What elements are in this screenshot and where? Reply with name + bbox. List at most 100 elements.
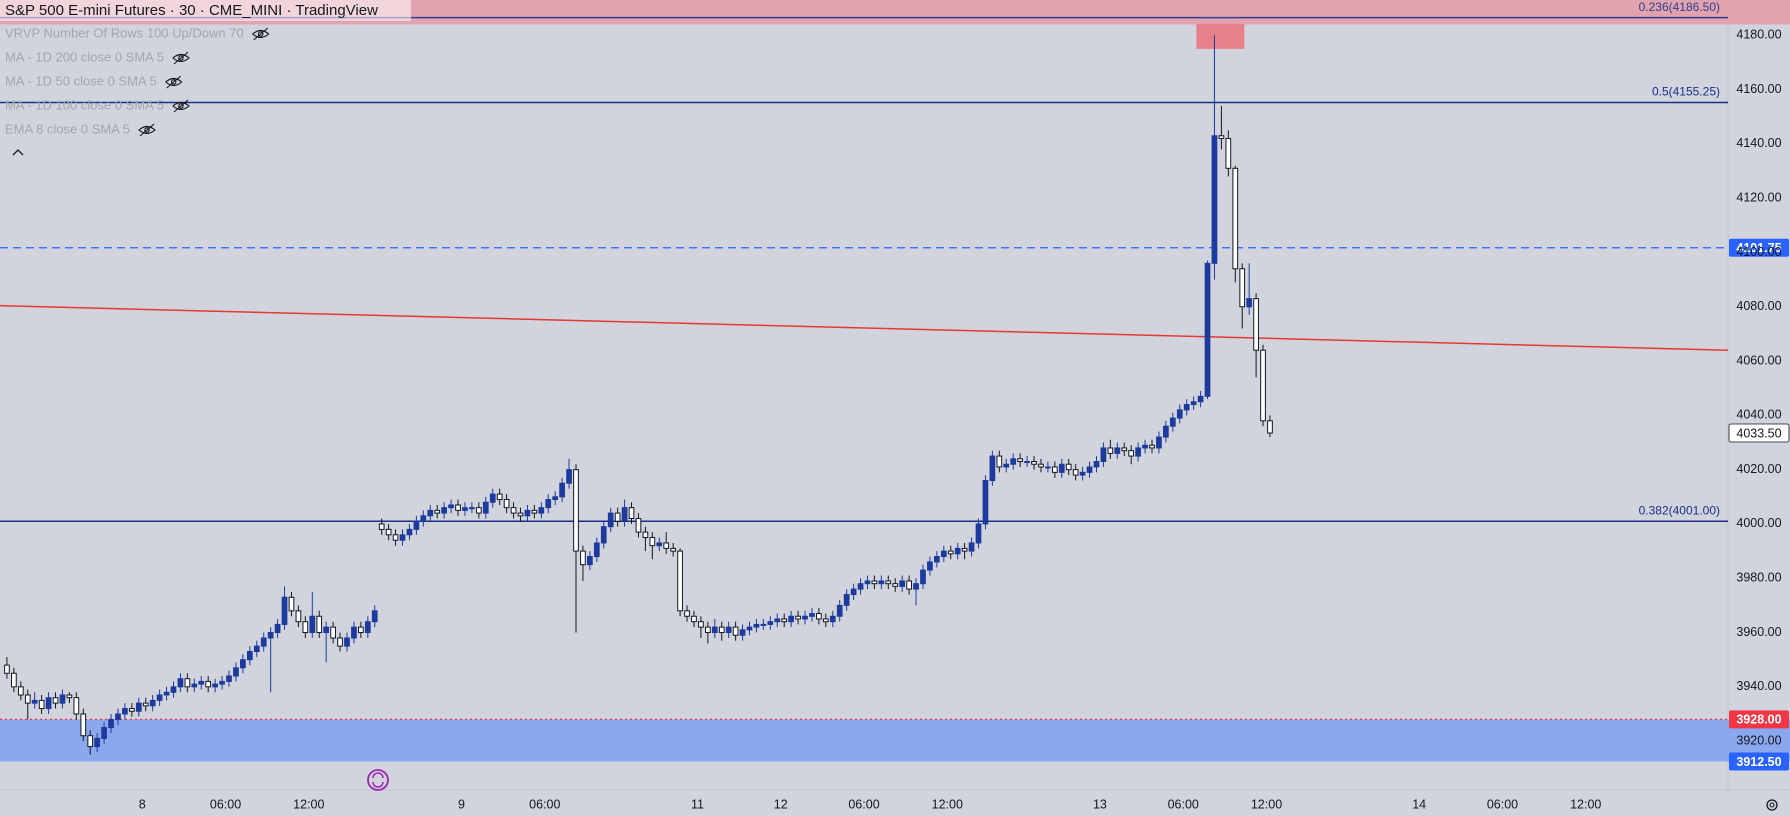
candle-body	[746, 626, 753, 631]
candle-body	[545, 499, 552, 509]
candle-body	[233, 667, 239, 677]
candle	[156, 689, 163, 706]
candle-body	[656, 542, 663, 547]
candle-body	[531, 509, 538, 514]
candle-body	[1197, 395, 1204, 403]
candle-body	[1169, 417, 1176, 427]
candle	[364, 616, 371, 638]
candle	[947, 545, 954, 560]
visibility-icon[interactable]	[164, 75, 183, 89]
candle-body	[170, 686, 177, 693]
candle-body	[156, 694, 163, 701]
candle-body	[1031, 461, 1037, 465]
candle-body	[899, 580, 906, 587]
candle-body	[996, 455, 1003, 468]
candle-body	[1058, 463, 1065, 473]
eye-slash	[166, 75, 182, 89]
candle-body	[718, 626, 725, 634]
price-label: 4101.75	[1736, 241, 1781, 255]
candle-body	[1239, 268, 1246, 308]
candle-body	[378, 523, 385, 530]
x-tick-label: 12:00	[1251, 797, 1282, 811]
candle-body	[1003, 463, 1010, 468]
candle-body	[399, 534, 406, 541]
y-tick-label: 4140.00	[1736, 136, 1781, 150]
candle	[871, 575, 878, 590]
candle	[462, 502, 468, 516]
indicator-label: MA - 1D 50 close 0 SMA 5	[5, 73, 157, 88]
fib-level-label: 0.236(4186.50)	[1639, 0, 1720, 14]
candle	[385, 523, 392, 541]
candle-body	[392, 534, 399, 541]
candle	[482, 496, 489, 519]
candle	[600, 521, 607, 549]
candle	[406, 523, 413, 541]
candle	[628, 502, 635, 524]
candle-body	[774, 618, 781, 623]
candle-body	[142, 702, 149, 707]
candle	[101, 722, 107, 744]
indicator-label: MA - 1D 200 close 0 SMA 5	[5, 49, 164, 64]
candle-body	[607, 512, 614, 528]
candle-body	[920, 569, 926, 585]
candle	[434, 504, 441, 519]
indicator-label: MA - 1D 100 close 0 SMA 5	[5, 97, 164, 112]
candle-body	[788, 615, 794, 623]
candles	[4, 35, 1273, 755]
candle	[746, 621, 753, 636]
candle	[857, 578, 864, 595]
candle	[1121, 442, 1128, 457]
candle-body	[1142, 444, 1148, 449]
candle	[1093, 456, 1100, 473]
candle-body	[649, 537, 656, 547]
candle	[149, 694, 156, 712]
visibility-icon[interactable]	[172, 51, 190, 65]
candle-body	[94, 737, 101, 748]
last-price-label: 4033.50	[1736, 426, 1781, 440]
visibility-icon[interactable]	[172, 99, 190, 113]
candle	[552, 491, 559, 505]
candle-body	[1204, 262, 1211, 397]
candle-body	[240, 659, 246, 669]
candle-body	[87, 735, 94, 748]
candle-body	[122, 708, 128, 715]
candle	[448, 499, 454, 514]
visibility-icon[interactable]	[251, 27, 270, 41]
x-tick-label: 06:00	[1487, 797, 1518, 811]
candle	[739, 624, 746, 641]
candle	[31, 692, 38, 709]
candle	[260, 632, 267, 652]
candle-body	[614, 512, 621, 522]
candle	[642, 526, 649, 552]
collapse-legend-button[interactable]	[12, 149, 24, 156]
candle	[1017, 453, 1024, 467]
candle	[142, 697, 149, 712]
candle-body	[309, 615, 316, 634]
candle	[316, 610, 323, 638]
candle-body	[1149, 444, 1155, 449]
candle-body	[1135, 447, 1141, 457]
candle-body	[1114, 447, 1121, 454]
eye-slash	[173, 51, 189, 65]
candle	[677, 548, 683, 617]
candle-body	[989, 455, 996, 482]
visibility-icon[interactable]	[138, 123, 156, 137]
candle	[1246, 263, 1253, 315]
fib-level-label: 0.5(4155.25)	[1652, 85, 1720, 99]
candle-body	[732, 626, 739, 636]
candle-body	[434, 509, 441, 514]
eye-slash	[139, 123, 155, 137]
candle-body	[73, 697, 80, 715]
y-tick-label: 4080.00	[1736, 299, 1781, 313]
settings-icon[interactable]	[1766, 799, 1778, 811]
candle-body	[191, 683, 198, 688]
candle-body	[1086, 466, 1093, 473]
candle	[899, 575, 906, 592]
candle	[288, 591, 295, 617]
timezone-icon[interactable]	[367, 769, 389, 791]
candle	[1267, 415, 1273, 438]
x-tick-label: 06:00	[1168, 797, 1199, 811]
x-tick-label: 06:00	[529, 797, 560, 811]
candle	[371, 605, 378, 628]
